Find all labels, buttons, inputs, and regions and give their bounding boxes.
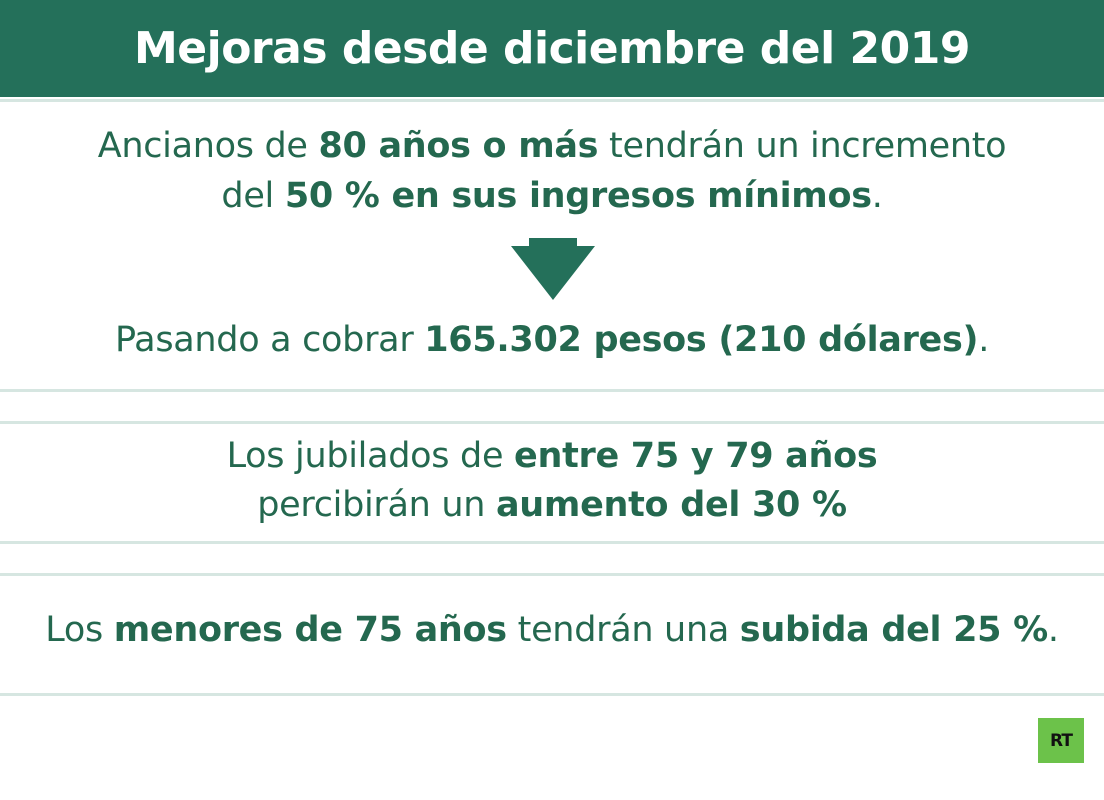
text: Los jubilados de <box>226 436 515 476</box>
text: . <box>1047 610 1059 650</box>
logo-text: RT <box>1050 730 1073 751</box>
block1-line2: del 50 % en sus ingresos mínimos. <box>0 170 1104 222</box>
rt-logo: RT <box>1038 718 1084 763</box>
text: . <box>978 320 990 360</box>
block2-line1: Los jubilados de entre 75 y 79 años <box>0 430 1104 482</box>
highlight: menores de 75 años <box>113 610 507 650</box>
divider <box>0 421 1104 424</box>
highlight: subida del 25 % <box>739 610 1048 650</box>
highlight: 80 años o más <box>318 126 599 166</box>
highlight: 50 % en sus ingresos mínimos <box>284 176 872 216</box>
down-arrow-icon <box>511 238 595 300</box>
block1-line1: Ancianos de 80 años o más tendrán un inc… <box>0 120 1104 172</box>
divider <box>0 389 1104 392</box>
block2-line2: percibirán un aumento del 30 % <box>0 479 1104 531</box>
block3-line1: Los menores de 75 años tendrán una subid… <box>0 604 1104 656</box>
divider <box>0 573 1104 576</box>
text: tendrán una <box>506 610 740 650</box>
text: Ancianos de <box>97 126 319 166</box>
highlight: aumento del 30 % <box>495 485 847 525</box>
text: tendrán un incremento <box>598 126 1007 166</box>
divider <box>0 693 1104 696</box>
highlight: entre 75 y 79 años <box>514 436 878 476</box>
text: . <box>871 176 883 216</box>
text: Los <box>45 610 114 650</box>
header-banner: Mejoras desde diciembre del 2019 <box>0 0 1104 97</box>
highlight: 165.302 pesos (210 dólares) <box>424 320 979 360</box>
divider <box>0 99 1104 102</box>
text: del <box>221 176 285 216</box>
page-title: Mejoras desde diciembre del 2019 <box>133 23 971 74</box>
block1-line3: Pasando a cobrar 165.302 pesos (210 dóla… <box>0 314 1104 366</box>
text: percibirán un <box>257 485 496 525</box>
divider <box>0 541 1104 544</box>
text: Pasando a cobrar <box>114 320 425 360</box>
